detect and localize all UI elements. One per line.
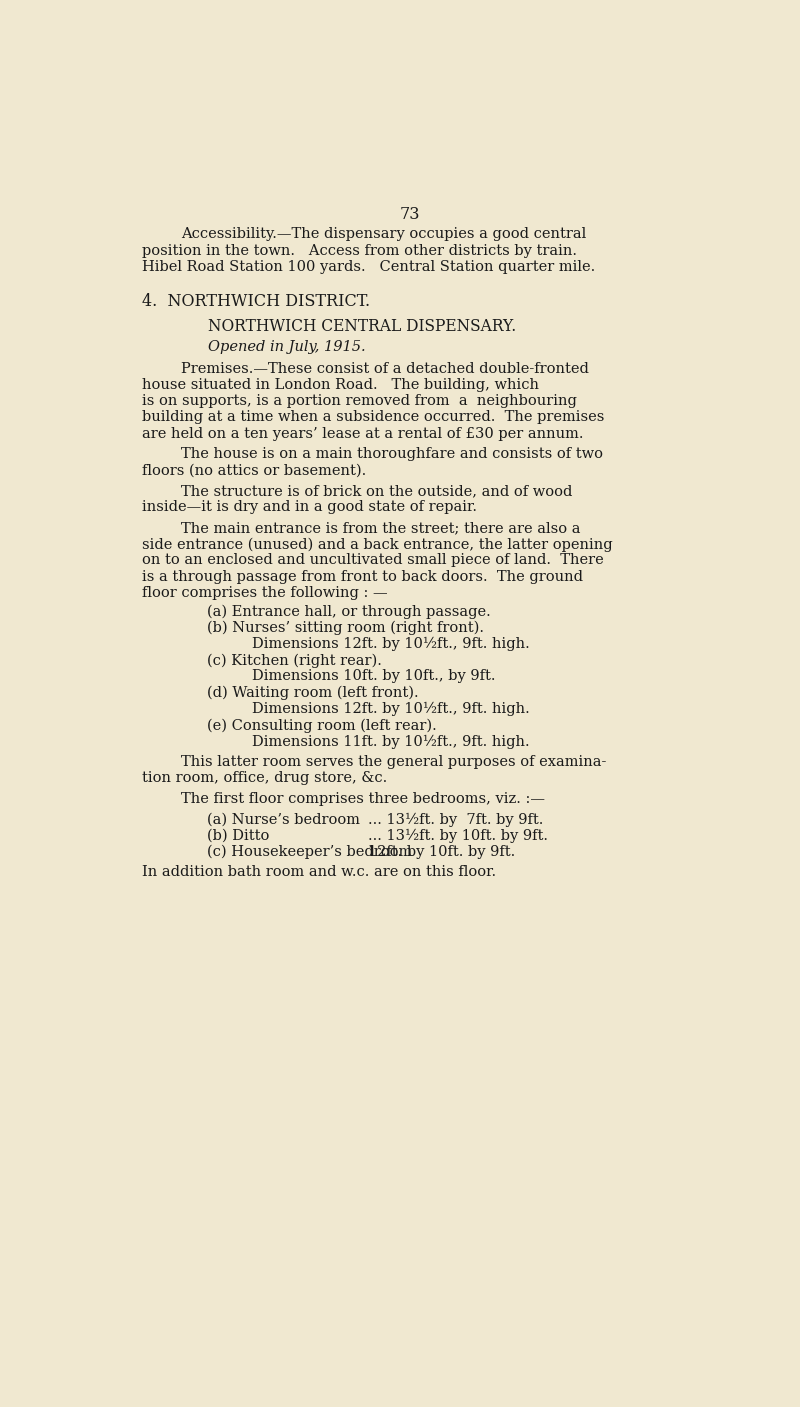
Text: floors (no attics or basement).: floors (no attics or basement).: [142, 463, 366, 477]
Text: 73: 73: [400, 205, 420, 222]
Text: building at a time when a subsidence occurred.  The premises: building at a time when a subsidence occ…: [142, 411, 605, 425]
Text: side entrance (unused) and a back entrance, the latter opening: side entrance (unused) and a back entran…: [142, 537, 613, 552]
Text: The main entrance is from the street; there are also a: The main entrance is from the street; th…: [181, 521, 580, 535]
Text: Hibel Road Station 100 yards.   Central Station quarter mile.: Hibel Road Station 100 yards. Central St…: [142, 260, 595, 274]
Text: (a) Entrance hall, or through passage.: (a) Entrance hall, or through passage.: [206, 605, 490, 619]
Text: ... 13½ft. by  7ft. by 9ft.: ... 13½ft. by 7ft. by 9ft.: [368, 812, 543, 826]
Text: (b) Nurses’ sitting room (right front).: (b) Nurses’ sitting room (right front).: [206, 620, 484, 635]
Text: Premises.—These consist of a detached double-fronted: Premises.—These consist of a detached do…: [181, 362, 589, 376]
Text: position in the town.   Access from other districts by train.: position in the town. Access from other …: [142, 243, 577, 257]
Text: (a) Nurse’s bedroom: (a) Nurse’s bedroom: [206, 812, 360, 826]
Text: floor comprises the following : —: floor comprises the following : —: [142, 585, 388, 599]
Text: is a through passage from front to back doors.  The ground: is a through passage from front to back …: [142, 570, 583, 584]
Text: (e) Consulting room (left rear).: (e) Consulting room (left rear).: [206, 718, 436, 733]
Text: house situated in London Road.   The building, which: house situated in London Road. The build…: [142, 378, 539, 393]
Text: The first floor comprises three bedrooms, viz. :—: The first floor comprises three bedrooms…: [181, 792, 545, 806]
Text: (b) Ditto: (b) Ditto: [206, 829, 269, 843]
Text: (c) Kitchen (right rear).: (c) Kitchen (right rear).: [206, 653, 382, 667]
Text: (d) Waiting room (left front).: (d) Waiting room (left front).: [206, 685, 418, 701]
Text: ... 13½ft. by 10ft. by 9ft.: ... 13½ft. by 10ft. by 9ft.: [368, 829, 548, 843]
Text: The house is on a main thoroughfare and consists of two: The house is on a main thoroughfare and …: [181, 447, 602, 461]
Text: In addition bath room and w.c. are on this floor.: In addition bath room and w.c. are on th…: [142, 865, 496, 879]
Text: is on supports, is a portion removed from  a  neighbouring: is on supports, is a portion removed fro…: [142, 394, 577, 408]
Text: Opened in July, 1915.: Opened in July, 1915.: [209, 340, 366, 355]
Text: 4.  NORTHWICH DISTRICT.: 4. NORTHWICH DISTRICT.: [142, 294, 370, 311]
Text: Dimensions 10ft. by 10ft., by 9ft.: Dimensions 10ft. by 10ft., by 9ft.: [252, 670, 495, 684]
Text: This latter room serves the general purposes of examina-: This latter room serves the general purp…: [181, 756, 606, 770]
Text: Dimensions 12ft. by 10½ft., 9ft. high.: Dimensions 12ft. by 10½ft., 9ft. high.: [252, 702, 530, 716]
Text: Accessibility.—The dispensary occupies a good central: Accessibility.—The dispensary occupies a…: [181, 228, 586, 242]
Text: (c) Housekeeper’s bedroom: (c) Housekeeper’s bedroom: [206, 844, 412, 860]
Text: on to an enclosed and uncultivated small piece of land.  There: on to an enclosed and uncultivated small…: [142, 553, 604, 567]
Text: The structure is of brick on the outside, and of wood: The structure is of brick on the outside…: [181, 484, 572, 498]
Text: NORTHWICH CENTRAL DISPENSARY.: NORTHWICH CENTRAL DISPENSARY.: [209, 318, 517, 335]
Text: 12ft. by 10ft. by 9ft.: 12ft. by 10ft. by 9ft.: [368, 844, 515, 858]
Text: Dimensions 11ft. by 10½ft., 9ft. high.: Dimensions 11ft. by 10½ft., 9ft. high.: [252, 734, 530, 749]
Text: are held on a ten years’ lease at a rental of £30 per annum.: are held on a ten years’ lease at a rent…: [142, 426, 584, 440]
Text: Dimensions 12ft. by 10½ft., 9ft. high.: Dimensions 12ft. by 10½ft., 9ft. high.: [252, 637, 530, 651]
Text: tion room, office, drug store, &c.: tion room, office, drug store, &c.: [142, 771, 387, 785]
Text: inside—it is dry and in a good state of repair.: inside—it is dry and in a good state of …: [142, 501, 477, 515]
